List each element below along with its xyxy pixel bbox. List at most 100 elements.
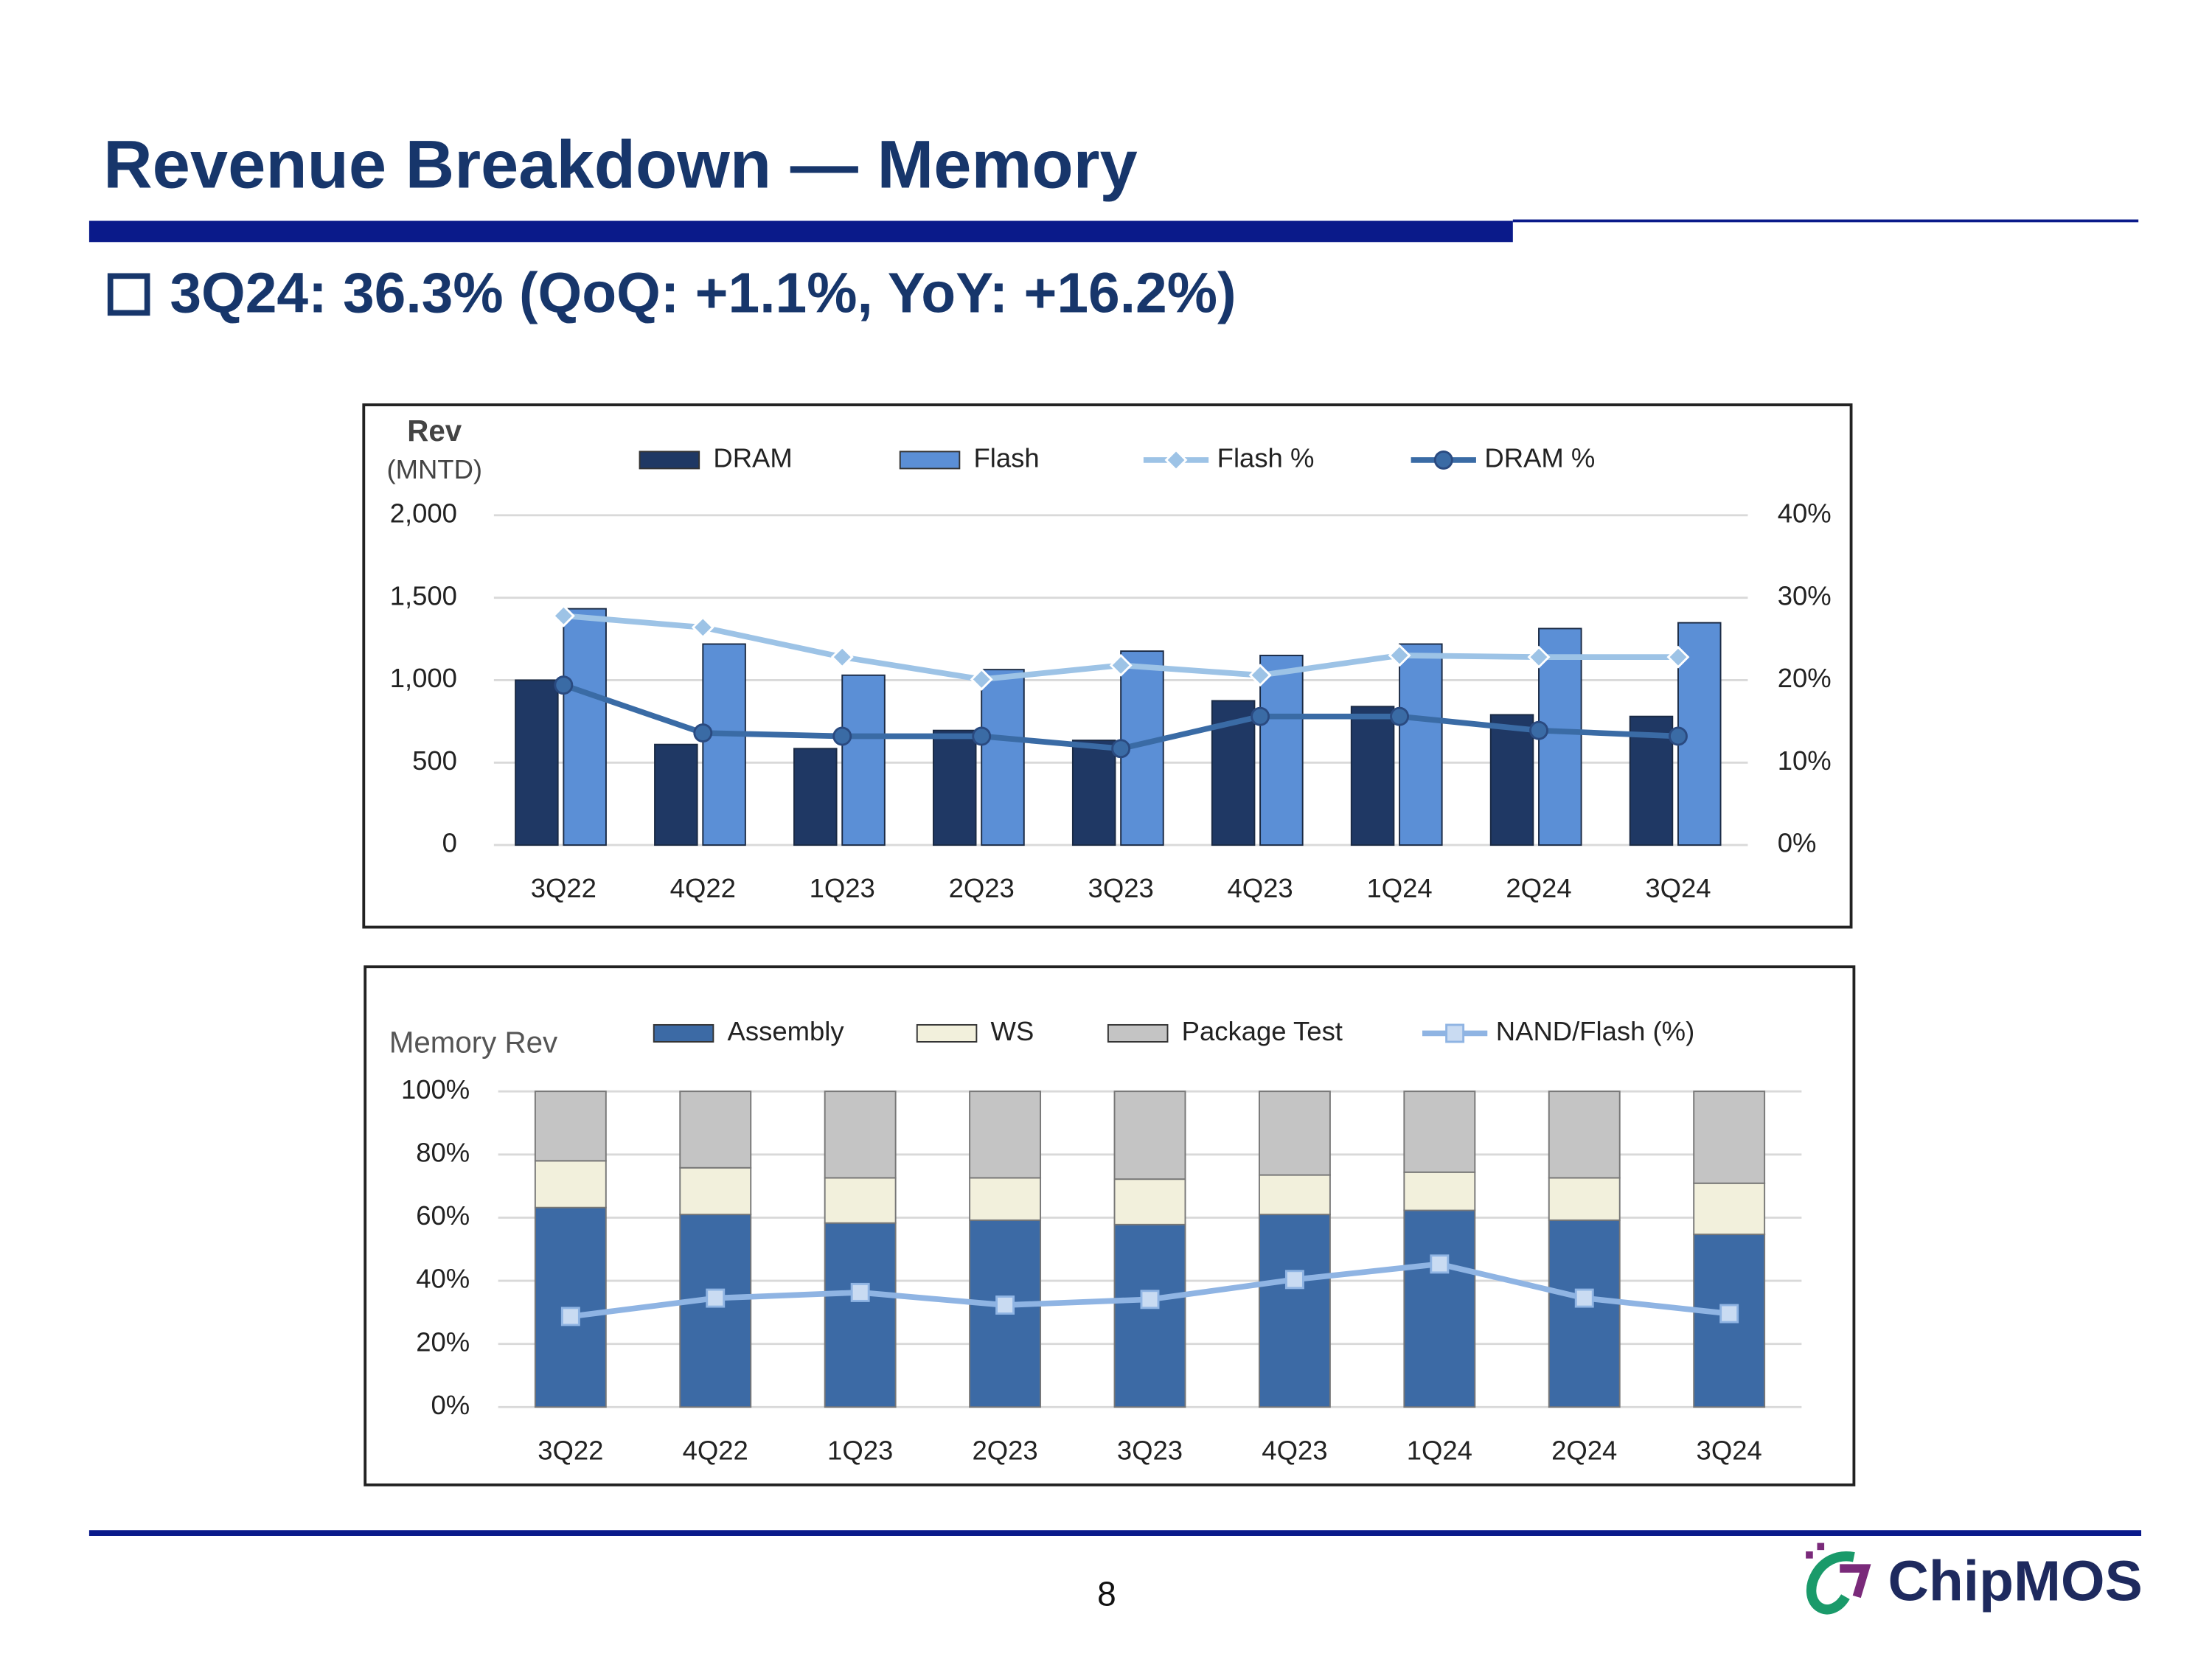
bar — [534, 1160, 607, 1208]
point — [1140, 1290, 1160, 1310]
bar — [932, 729, 977, 846]
legend-swatch — [899, 451, 961, 470]
bar — [824, 1177, 897, 1224]
bar — [1693, 1091, 1766, 1184]
point — [691, 616, 714, 639]
page-number: 8 — [1097, 1575, 1116, 1613]
point — [1164, 448, 1188, 472]
x-tick-label: 2Q24 — [1506, 873, 1571, 903]
bar — [1403, 1091, 1476, 1173]
bar — [679, 1214, 752, 1408]
bar — [654, 743, 698, 846]
bar — [679, 1166, 752, 1216]
y2-tick-label: 40% — [1778, 498, 1832, 528]
x-tick-label: 1Q24 — [1407, 1435, 1472, 1465]
point — [1529, 720, 1548, 740]
bar — [1693, 1182, 1766, 1236]
legend-label: NAND/Flash (%) — [1496, 1016, 1694, 1046]
bar — [1113, 1178, 1186, 1225]
legend-swatch — [916, 1023, 978, 1043]
legend-label: WS — [991, 1016, 1034, 1046]
point — [1445, 1023, 1465, 1043]
logo-text: ChipMOS — [1888, 1549, 2142, 1613]
bar — [1258, 1174, 1331, 1216]
bar — [1403, 1171, 1476, 1211]
x-tick-label: 4Q22 — [683, 1435, 748, 1465]
point — [850, 1282, 870, 1302]
point — [1666, 645, 1690, 669]
point — [1388, 644, 1411, 667]
point — [1251, 706, 1270, 726]
bar — [1113, 1091, 1186, 1180]
x-tick-label: 3Q23 — [1088, 873, 1154, 903]
bar — [515, 679, 559, 846]
x-tick-label: 3Q23 — [1117, 1435, 1183, 1465]
bar — [1259, 654, 1304, 846]
x-tick-label: 3Q24 — [1697, 1435, 1762, 1465]
bar — [793, 748, 838, 846]
bar — [1350, 706, 1395, 846]
y-tick-label: 2,000 — [390, 498, 457, 528]
bar — [824, 1091, 897, 1179]
y-tick-label: 100% — [401, 1074, 470, 1105]
bar — [969, 1177, 1042, 1221]
y2-tick-label: 10% — [1778, 745, 1832, 776]
point — [995, 1295, 1015, 1315]
bullet-box — [107, 273, 150, 316]
legend-label: Package Test — [1182, 1016, 1343, 1046]
legend-label: Assembly — [728, 1016, 845, 1046]
bar — [1548, 1219, 1621, 1408]
x-tick-label: 4Q23 — [1228, 873, 1293, 903]
x-tick-label: 1Q23 — [810, 873, 875, 903]
point — [1719, 1304, 1739, 1324]
bar — [981, 669, 1025, 846]
y-tick-label: 0 — [442, 828, 457, 858]
subtitle: 3Q24: 36.3% (QoQ: +1.1%, YoY: +16.2%) — [170, 261, 1236, 324]
y2-tick-label: 20% — [1778, 663, 1832, 693]
point — [1390, 706, 1410, 726]
legend-label: DRAM — [713, 443, 792, 473]
bar — [679, 1091, 752, 1169]
y-tick-label: 60% — [416, 1200, 470, 1231]
y2-tick-label: 0% — [1778, 828, 1817, 858]
point — [1527, 645, 1551, 669]
point — [970, 667, 993, 691]
point — [972, 726, 992, 746]
y-axis-unit: (MNTD) — [386, 454, 482, 484]
x-tick-label: 3Q22 — [531, 873, 597, 903]
x-tick-label: 1Q24 — [1366, 873, 1432, 903]
title-rule — [88, 220, 1513, 243]
y-axis-title: Rev — [407, 414, 462, 448]
bar — [702, 643, 746, 846]
legend-label: Flash % — [1217, 443, 1315, 473]
legend-label: DRAM % — [1484, 443, 1595, 473]
legend-label: Flash — [974, 443, 1040, 473]
bar — [1071, 740, 1116, 846]
point — [832, 726, 852, 746]
logo-icon — [1806, 1543, 1871, 1615]
x-tick-label: 1Q23 — [827, 1435, 893, 1465]
legend-swatch — [653, 1023, 714, 1043]
point — [552, 604, 575, 627]
bar — [1489, 714, 1534, 846]
point — [1430, 1254, 1450, 1274]
y-axis-title: Memory Rev — [389, 1026, 558, 1059]
y-tick-label: 1,000 — [390, 663, 457, 693]
y-tick-label: 500 — [412, 745, 457, 776]
bar — [1548, 1091, 1621, 1179]
point — [1248, 664, 1272, 687]
y-tick-label: 40% — [416, 1264, 470, 1294]
point — [560, 1307, 580, 1326]
x-tick-label: 4Q23 — [1262, 1435, 1327, 1465]
point — [1111, 739, 1131, 759]
bar — [1548, 1177, 1621, 1221]
bar — [1113, 1223, 1186, 1408]
bar — [824, 1222, 897, 1408]
point — [693, 723, 713, 742]
y-tick-label: 80% — [416, 1137, 470, 1167]
x-tick-label: 3Q22 — [538, 1435, 603, 1465]
y-tick-label: 20% — [416, 1326, 470, 1357]
legend-swatch — [639, 451, 700, 470]
